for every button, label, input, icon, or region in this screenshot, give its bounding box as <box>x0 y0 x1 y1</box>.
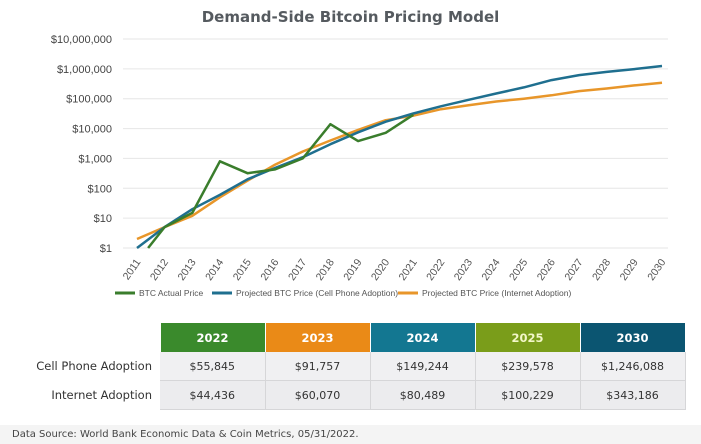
x-tick-label: 2018 <box>314 257 337 283</box>
table-cell: $60,070 <box>265 380 371 410</box>
x-tick-label: 2020 <box>369 257 392 283</box>
table-header-row: 2022 2023 2024 2025 2030 <box>10 323 686 352</box>
y-tick-label: $10,000 <box>72 124 112 136</box>
x-tick-label: 2011 <box>121 257 144 283</box>
legend-label: Projected BTC Price (Internet Adoption) <box>422 288 571 298</box>
row-label: Cell Phone Adoption <box>10 352 160 381</box>
table-cell: $1,246,088 <box>580 352 686 381</box>
table-cell: $149,244 <box>370 352 476 381</box>
x-tick-label: 2024 <box>479 257 502 283</box>
y-tick-label: $1 <box>100 243 112 255</box>
x-axis-ticks: 2011 2012 2013 2014 2015 2016 2017 2018 2019 2020… <box>121 257 669 283</box>
projection-table: 2022 2023 2024 2025 2030 Cell Phone Adop… <box>10 323 686 410</box>
table-row: Internet Adoption $44,436 $60,070 $80,48… <box>10 380 686 410</box>
x-tick-label: 2023 <box>452 257 475 283</box>
x-tick-label: 2016 <box>258 257 281 283</box>
x-tick-label: 2027 <box>562 257 585 283</box>
table-corner <box>10 323 161 352</box>
x-tick-label: 2030 <box>645 257 668 283</box>
y-tick-label: $100,000 <box>66 94 112 106</box>
y-tick-label: $10 <box>94 213 112 225</box>
x-tick-label: 2022 <box>424 257 447 283</box>
legend-label: Projected BTC Price (Cell Phone Adoption… <box>236 288 398 298</box>
table-cell: $80,489 <box>370 380 476 410</box>
x-tick-label: 2014 <box>203 257 226 283</box>
table-header-2023: 2023 <box>265 323 371 352</box>
y-axis-ticks: $1 $10 $100 $1,000 $10,000 $100,000 $1,000,000… <box>51 34 112 255</box>
table-row: Cell Phone Adoption $55,845 $91,757 $149… <box>10 352 686 381</box>
x-tick-label: 2021 <box>397 257 420 283</box>
table-header-2024: 2024 <box>370 323 476 352</box>
x-tick-label: 2019 <box>341 257 364 283</box>
chart-title: Demand-Side Bitcoin Pricing Model <box>201 8 500 26</box>
x-tick-label: 2026 <box>535 257 558 283</box>
data-source-note: Data Source: World Bank Economic Data & … <box>0 425 701 444</box>
table-header-2022: 2022 <box>160 323 266 352</box>
series-line-0 <box>147 113 414 249</box>
y-tick-label: $10,000,000 <box>51 34 112 46</box>
table-cell: $91,757 <box>265 352 371 381</box>
x-tick-label: 2025 <box>507 257 530 283</box>
x-tick-label: 2013 <box>175 257 198 283</box>
table-cell: $239,578 <box>475 352 581 381</box>
y-tick-label: $1,000,000 <box>57 64 112 76</box>
table-cell: $343,186 <box>580 380 686 410</box>
x-tick-label: 2012 <box>148 257 171 283</box>
series-lines <box>136 64 663 249</box>
table-cell: $44,436 <box>160 380 266 410</box>
series-line-2 <box>136 81 663 241</box>
line-chart: $1 $10 $100 $1,000 $10,000 $100,000 $1,000,000… <box>51 34 669 298</box>
table-cell: $100,229 <box>475 380 581 410</box>
legend: BTC Actual Price Projected BTC Price (Cel… <box>115 288 571 298</box>
legend-label: BTC Actual Price <box>139 288 204 298</box>
x-tick-label: 2015 <box>231 257 254 283</box>
x-tick-label: 2017 <box>286 257 309 283</box>
x-tick-label: 2028 <box>590 257 613 283</box>
table-cell: $55,845 <box>160 352 266 381</box>
y-tick-label: $100 <box>88 183 112 195</box>
gridlines <box>123 38 668 249</box>
series-line-1 <box>136 64 663 249</box>
row-label: Internet Adoption <box>10 380 160 410</box>
table-header-2025: 2025 <box>475 323 581 352</box>
x-tick-label: 2029 <box>618 257 641 283</box>
y-tick-label: $1,000 <box>78 153 112 165</box>
table-header-2030: 2030 <box>580 323 686 352</box>
